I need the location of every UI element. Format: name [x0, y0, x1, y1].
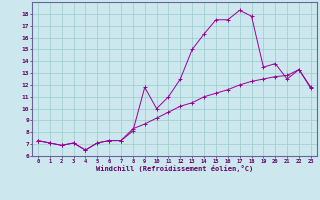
X-axis label: Windchill (Refroidissement éolien,°C): Windchill (Refroidissement éolien,°C) — [96, 165, 253, 172]
